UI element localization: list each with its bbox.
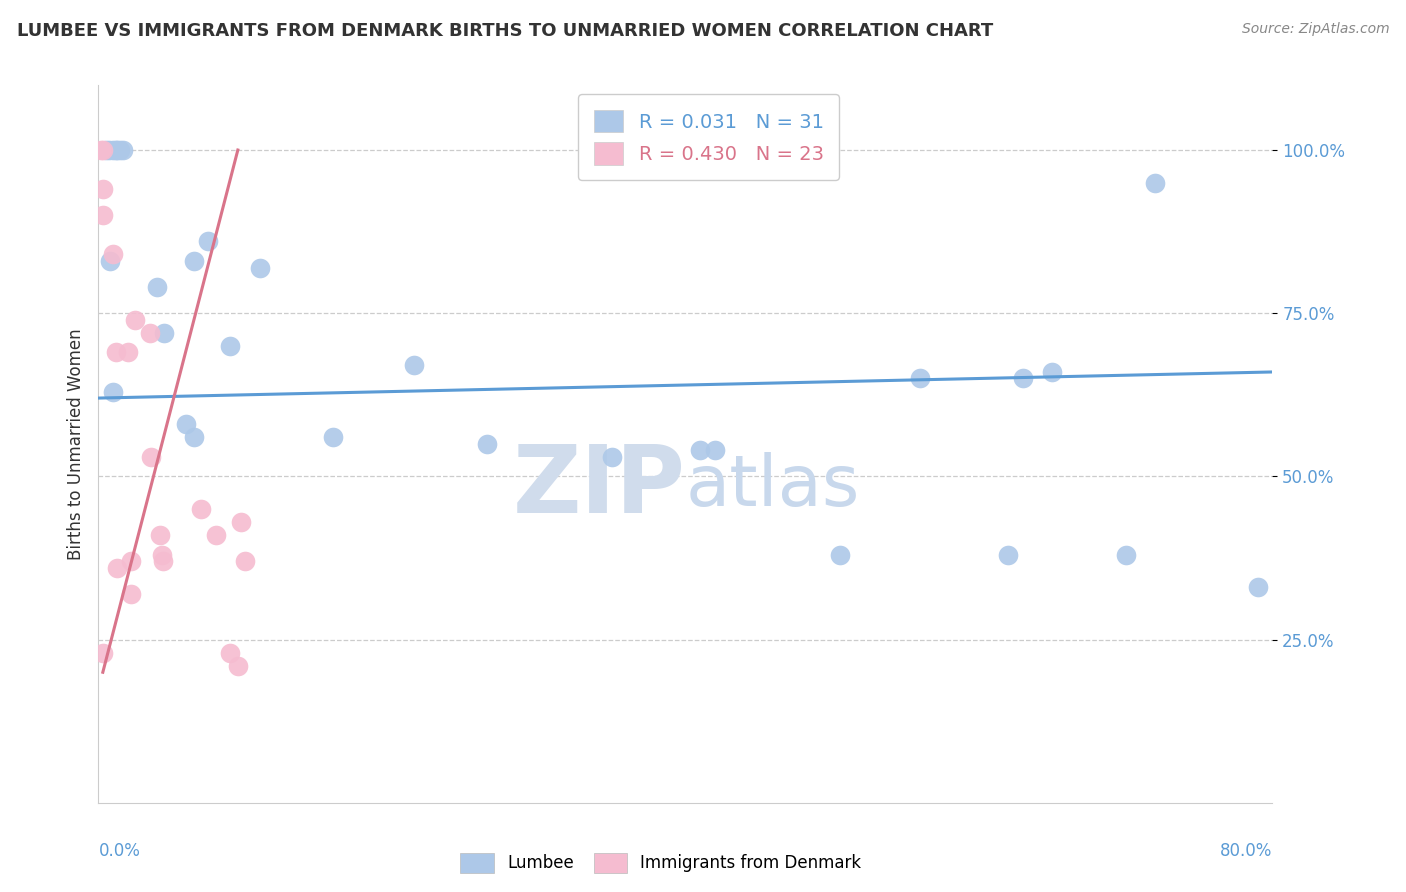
Point <box>402 359 425 373</box>
Point <box>183 254 205 268</box>
Point <box>94 143 117 157</box>
Point <box>1144 176 1167 190</box>
Text: LUMBEE VS IMMIGRANTS FROM DENMARK BIRTHS TO UNMARRIED WOMEN CORRELATION CHART: LUMBEE VS IMMIGRANTS FROM DENMARK BIRTHS… <box>17 22 993 40</box>
Point <box>997 548 1019 562</box>
Point <box>107 143 129 157</box>
Point <box>205 528 228 542</box>
Point <box>910 371 932 385</box>
Point <box>190 502 212 516</box>
Point <box>101 247 124 261</box>
Point <box>90 143 112 157</box>
Point <box>176 417 198 432</box>
Point <box>249 260 271 275</box>
Point <box>101 143 124 157</box>
Point <box>1115 548 1137 562</box>
Legend: R = 0.031   N = 31, R = 0.430   N = 23: R = 0.031 N = 31, R = 0.430 N = 23 <box>578 95 839 180</box>
Point <box>322 430 344 444</box>
Point <box>477 436 499 450</box>
Point <box>117 345 139 359</box>
Point <box>105 345 128 359</box>
Text: ZIP: ZIP <box>513 441 686 533</box>
Point <box>1040 365 1063 379</box>
Point <box>124 312 146 326</box>
Point <box>91 208 114 222</box>
Point <box>110 143 132 157</box>
Text: 80.0%: 80.0% <box>1220 842 1272 860</box>
Point <box>229 515 252 529</box>
Y-axis label: Births to Unmarried Women: Births to Unmarried Women <box>66 328 84 559</box>
Point <box>105 143 128 157</box>
Point <box>120 587 142 601</box>
Point <box>703 443 725 458</box>
Point <box>146 280 169 294</box>
Point <box>1012 371 1035 385</box>
Point <box>141 450 163 464</box>
Point <box>112 143 135 157</box>
Point <box>828 548 851 562</box>
Point <box>91 646 114 660</box>
Point <box>97 143 120 157</box>
Text: Source: ZipAtlas.com: Source: ZipAtlas.com <box>1241 22 1389 37</box>
Point <box>600 450 623 464</box>
Text: atlas: atlas <box>686 452 860 521</box>
Point <box>149 528 172 542</box>
Point <box>197 235 219 249</box>
Point <box>153 326 176 340</box>
Point <box>150 548 173 562</box>
Point <box>226 658 249 673</box>
Point <box>107 561 129 575</box>
Point <box>91 182 114 196</box>
Legend: Lumbee, Immigrants from Denmark: Lumbee, Immigrants from Denmark <box>454 847 868 880</box>
Point <box>139 326 162 340</box>
Point <box>183 430 205 444</box>
Point <box>1247 581 1270 595</box>
Text: 0.0%: 0.0% <box>98 842 141 860</box>
Point <box>91 143 114 157</box>
Point <box>219 646 242 660</box>
Point <box>152 554 174 568</box>
Point <box>689 443 711 458</box>
Point <box>219 339 242 353</box>
Point <box>101 384 124 399</box>
Point <box>120 554 142 568</box>
Point <box>98 254 121 268</box>
Point <box>233 554 256 568</box>
